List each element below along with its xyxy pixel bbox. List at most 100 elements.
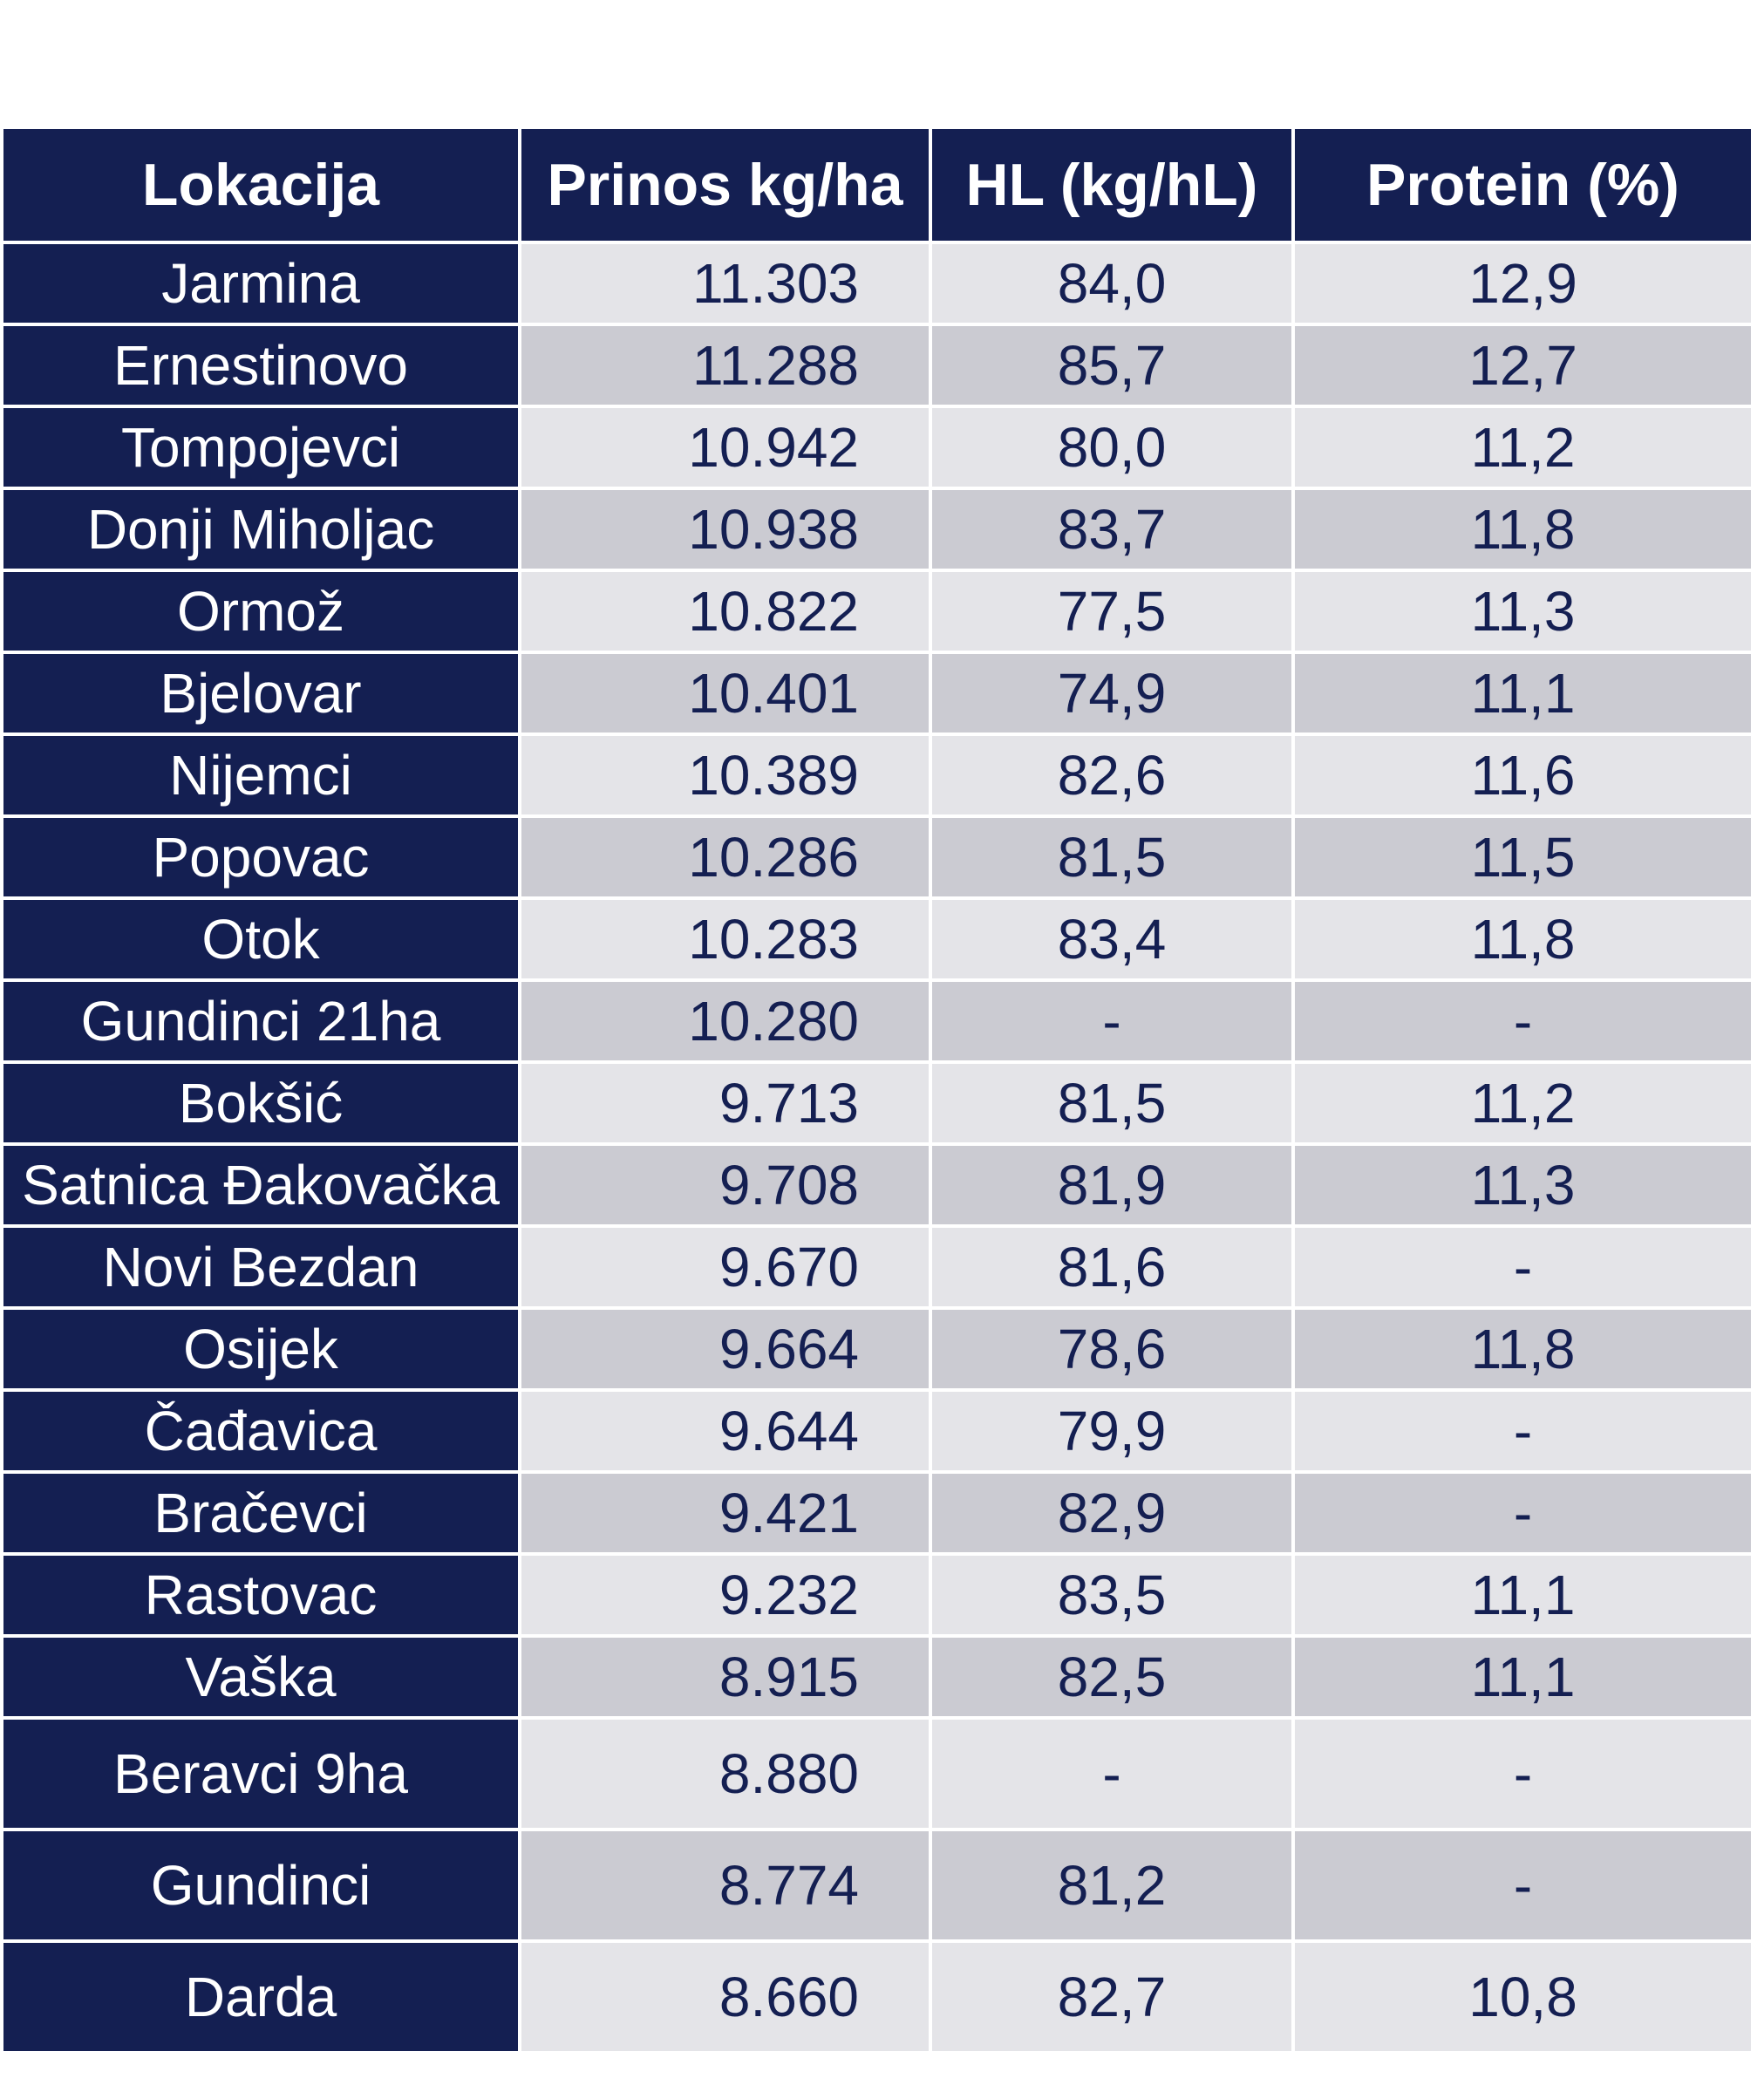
- cell-protein: -: [1295, 1720, 1751, 1828]
- cell-prinos: 10.283: [521, 900, 929, 978]
- table-row: Nijemci 10.389 82,6 11,6: [3, 736, 1751, 814]
- cell-lokacija: Tompojevci: [3, 408, 518, 487]
- cell-prinos: 10.938: [521, 490, 929, 569]
- cell-protein: 11,2: [1295, 1064, 1751, 1142]
- cell-hl: 82,5: [932, 1638, 1291, 1716]
- cell-protein: 11,2: [1295, 408, 1751, 487]
- header-protein: Protein (%): [1295, 129, 1751, 241]
- table-row: Bračevci 9.421 82,9-: [3, 1474, 1751, 1552]
- cell-lokacija: Rastovac: [3, 1556, 518, 1634]
- cell-hl: 80,0: [932, 408, 1291, 487]
- cell-protein: 11,8: [1295, 1310, 1751, 1388]
- cell-lokacija: Otok: [3, 900, 518, 978]
- table-row: Gundinci 21ha 10.280- -: [3, 982, 1751, 1060]
- table-row: Tompojevci 10.942 80,0 11,2: [3, 408, 1751, 487]
- cell-prinos: 10.942: [521, 408, 929, 487]
- table-row: Gundinci 8.774 81,2-: [3, 1831, 1751, 1939]
- cell-hl: 79,9: [932, 1392, 1291, 1470]
- cell-protein: 11,1: [1295, 1556, 1751, 1634]
- header-prinos: Prinos kg/ha: [521, 129, 929, 241]
- table-row: Vaška 8.915 82,5 11,1: [3, 1638, 1751, 1716]
- cell-hl: -: [932, 1720, 1291, 1828]
- table-row: Darda 8.660 82,7 10,8: [3, 1943, 1751, 2051]
- cell-hl: -: [932, 982, 1291, 1060]
- table-row: Jarmina 11.303 84,0 12,9: [3, 244, 1751, 323]
- cell-prinos: 10.280: [521, 982, 929, 1060]
- cell-protein: -: [1295, 1392, 1751, 1470]
- cell-protein: 11,8: [1295, 490, 1751, 569]
- table-row: Otok 10.283 83,4 11,8: [3, 900, 1751, 978]
- table-row: Rastovac 9.232 83,5 11,1: [3, 1556, 1751, 1634]
- cell-lokacija: Vaška: [3, 1638, 518, 1716]
- table-row: Beravci 9ha 8.880- -: [3, 1720, 1751, 1828]
- yield-table-container: Lokacija Prinos kg/ha HL (kg/hL) Protein…: [3, 129, 1758, 2051]
- cell-lokacija: Jarmina: [3, 244, 518, 323]
- cell-prinos: 9.644: [521, 1392, 929, 1470]
- table-row: Osijek 9.664 78,6 11,8: [3, 1310, 1751, 1388]
- cell-hl: 82,7: [932, 1943, 1291, 2051]
- header-hl: HL (kg/hL): [932, 129, 1291, 241]
- cell-hl: 81,9: [932, 1146, 1291, 1224]
- cell-prinos: 9.670: [521, 1228, 929, 1306]
- header-lokacija: Lokacija: [3, 129, 518, 241]
- cell-lokacija: Bračevci: [3, 1474, 518, 1552]
- cell-prinos: 9.232: [521, 1556, 929, 1634]
- cell-prinos: 9.664: [521, 1310, 929, 1388]
- cell-hl: 77,5: [932, 572, 1291, 651]
- cell-prinos: 10.389: [521, 736, 929, 814]
- cell-prinos: 8.880: [521, 1720, 929, 1828]
- cell-lokacija: Čađavica: [3, 1392, 518, 1470]
- cell-lokacija: Gundinci 21ha: [3, 982, 518, 1060]
- cell-hl: 83,4: [932, 900, 1291, 978]
- cell-protein: 11,5: [1295, 818, 1751, 896]
- cell-protein: 11,3: [1295, 572, 1751, 651]
- cell-lokacija: Ormož: [3, 572, 518, 651]
- cell-protein: 11,6: [1295, 736, 1751, 814]
- cell-hl: 82,9: [932, 1474, 1291, 1552]
- cell-prinos: 8.915: [521, 1638, 929, 1716]
- table-row: Popovac 10.286 81,5 11,5: [3, 818, 1751, 896]
- table-row: Ernestinovo 11.288 85,7 12,7: [3, 326, 1751, 405]
- cell-lokacija: Gundinci: [3, 1831, 518, 1939]
- cell-lokacija: Nijemci: [3, 736, 518, 814]
- cell-hl: 81,5: [932, 818, 1291, 896]
- cell-protein: -: [1295, 982, 1751, 1060]
- table-row: Bjelovar 10.401 74,9 11,1: [3, 654, 1751, 733]
- table-row: Ormož 10.822 77,5 11,3: [3, 572, 1751, 651]
- cell-hl: 83,5: [932, 1556, 1291, 1634]
- cell-protein: -: [1295, 1474, 1751, 1552]
- table-row: Čađavica 9.644 79,9-: [3, 1392, 1751, 1470]
- cell-hl: 78,6: [932, 1310, 1291, 1388]
- table-row: Donji Miholjac 10.938 83,7 11,8: [3, 490, 1751, 569]
- cell-lokacija: Ernestinovo: [3, 326, 518, 405]
- cell-protein: 12,7: [1295, 326, 1751, 405]
- cell-protein: 11,1: [1295, 1638, 1751, 1716]
- cell-prinos: 10.822: [521, 572, 929, 651]
- cell-protein: -: [1295, 1831, 1751, 1939]
- cell-prinos: 9.421: [521, 1474, 929, 1552]
- cell-lokacija: Novi Bezdan: [3, 1228, 518, 1306]
- cell-prinos: 8.774: [521, 1831, 929, 1939]
- cell-lokacija: Satnica Đakovačka: [3, 1146, 518, 1224]
- cell-lokacija: Bokšić: [3, 1064, 518, 1142]
- cell-lokacija: Beravci 9ha: [3, 1720, 518, 1828]
- cell-prinos: 10.286: [521, 818, 929, 896]
- table-row: Novi Bezdan 9.670 81,6-: [3, 1228, 1751, 1306]
- cell-protein: -: [1295, 1228, 1751, 1306]
- cell-lokacija: Darda: [3, 1943, 518, 2051]
- cell-prinos: 10.401: [521, 654, 929, 733]
- cell-lokacija: Donji Miholjac: [3, 490, 518, 569]
- cell-protein: 11,3: [1295, 1146, 1751, 1224]
- cell-hl: 81,6: [932, 1228, 1291, 1306]
- cell-hl: 82,6: [932, 736, 1291, 814]
- cell-prinos: 9.713: [521, 1064, 929, 1142]
- cell-lokacija: Popovac: [3, 818, 518, 896]
- cell-hl: 74,9: [932, 654, 1291, 733]
- yield-table: Lokacija Prinos kg/ha HL (kg/hL) Protein…: [0, 126, 1754, 2055]
- cell-hl: 85,7: [932, 326, 1291, 405]
- cell-lokacija: Bjelovar: [3, 654, 518, 733]
- cell-prinos: 8.660: [521, 1943, 929, 2051]
- cell-hl: 83,7: [932, 490, 1291, 569]
- table-row: Satnica Đakovačka 9.708 81,9 11,3: [3, 1146, 1751, 1224]
- cell-hl: 84,0: [932, 244, 1291, 323]
